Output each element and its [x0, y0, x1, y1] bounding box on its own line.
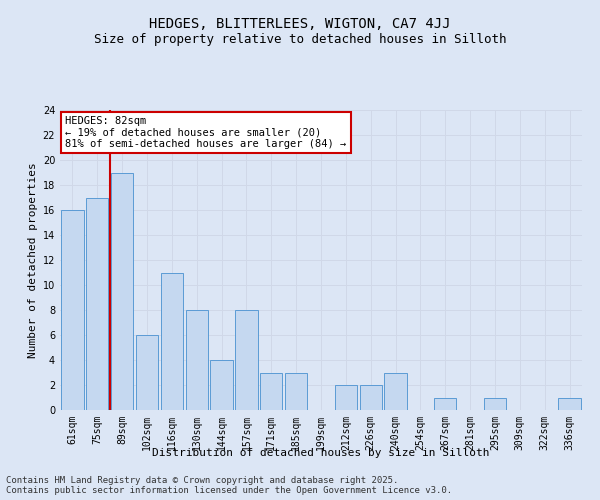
Bar: [235, 310, 257, 410]
Bar: [161, 272, 183, 410]
Text: Distribution of detached houses by size in Silloth: Distribution of detached houses by size …: [152, 448, 490, 458]
Bar: [260, 372, 283, 410]
Y-axis label: Number of detached properties: Number of detached properties: [28, 162, 38, 358]
Bar: [559, 398, 581, 410]
Text: HEDGES, BLITTERLEES, WIGTON, CA7 4JJ: HEDGES, BLITTERLEES, WIGTON, CA7 4JJ: [149, 18, 451, 32]
Bar: [111, 172, 133, 410]
Text: HEDGES: 82sqm
← 19% of detached houses are smaller (20)
81% of semi-detached hou: HEDGES: 82sqm ← 19% of detached houses a…: [65, 116, 346, 149]
Bar: [285, 372, 307, 410]
Bar: [136, 335, 158, 410]
Bar: [211, 360, 233, 410]
Text: Contains HM Land Registry data © Crown copyright and database right 2025.
Contai: Contains HM Land Registry data © Crown c…: [6, 476, 452, 495]
Bar: [434, 398, 457, 410]
Text: Size of property relative to detached houses in Silloth: Size of property relative to detached ho…: [94, 32, 506, 46]
Bar: [86, 198, 109, 410]
Bar: [385, 372, 407, 410]
Bar: [185, 310, 208, 410]
Bar: [359, 385, 382, 410]
Bar: [61, 210, 83, 410]
Bar: [484, 398, 506, 410]
Bar: [335, 385, 357, 410]
